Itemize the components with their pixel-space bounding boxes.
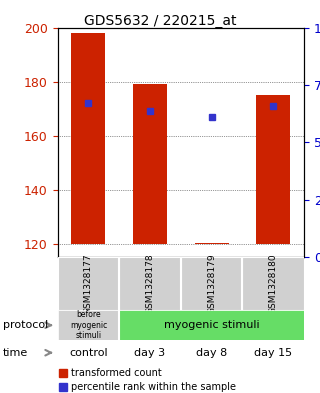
Bar (195, 242, 228, 244)
Text: GSM1328179: GSM1328179 (207, 253, 216, 314)
Bar (133, 84, 167, 244)
Text: day 8: day 8 (196, 348, 227, 358)
Text: protocol: protocol (3, 320, 48, 330)
Text: GSM1328178: GSM1328178 (146, 253, 155, 314)
Text: GSM1328180: GSM1328180 (269, 253, 278, 314)
FancyBboxPatch shape (243, 257, 304, 310)
Text: GSM1328177: GSM1328177 (84, 253, 93, 314)
Text: myogenic stimuli: myogenic stimuli (164, 320, 260, 330)
Text: time: time (3, 348, 28, 358)
Text: before
myogenic
stimuli: before myogenic stimuli (70, 310, 107, 340)
Text: control: control (69, 348, 108, 358)
Text: percentile rank within the sample: percentile rank within the sample (71, 382, 236, 392)
Bar (71, 33, 105, 244)
Text: GDS5632 / 220215_at: GDS5632 / 220215_at (84, 14, 236, 28)
Bar (256, 95, 290, 244)
FancyBboxPatch shape (58, 257, 119, 310)
FancyBboxPatch shape (119, 257, 181, 310)
Text: day 3: day 3 (134, 348, 165, 358)
Text: day 15: day 15 (254, 348, 292, 358)
FancyBboxPatch shape (119, 310, 304, 340)
Text: transformed count: transformed count (71, 368, 162, 378)
FancyBboxPatch shape (58, 310, 119, 340)
FancyBboxPatch shape (181, 257, 243, 310)
